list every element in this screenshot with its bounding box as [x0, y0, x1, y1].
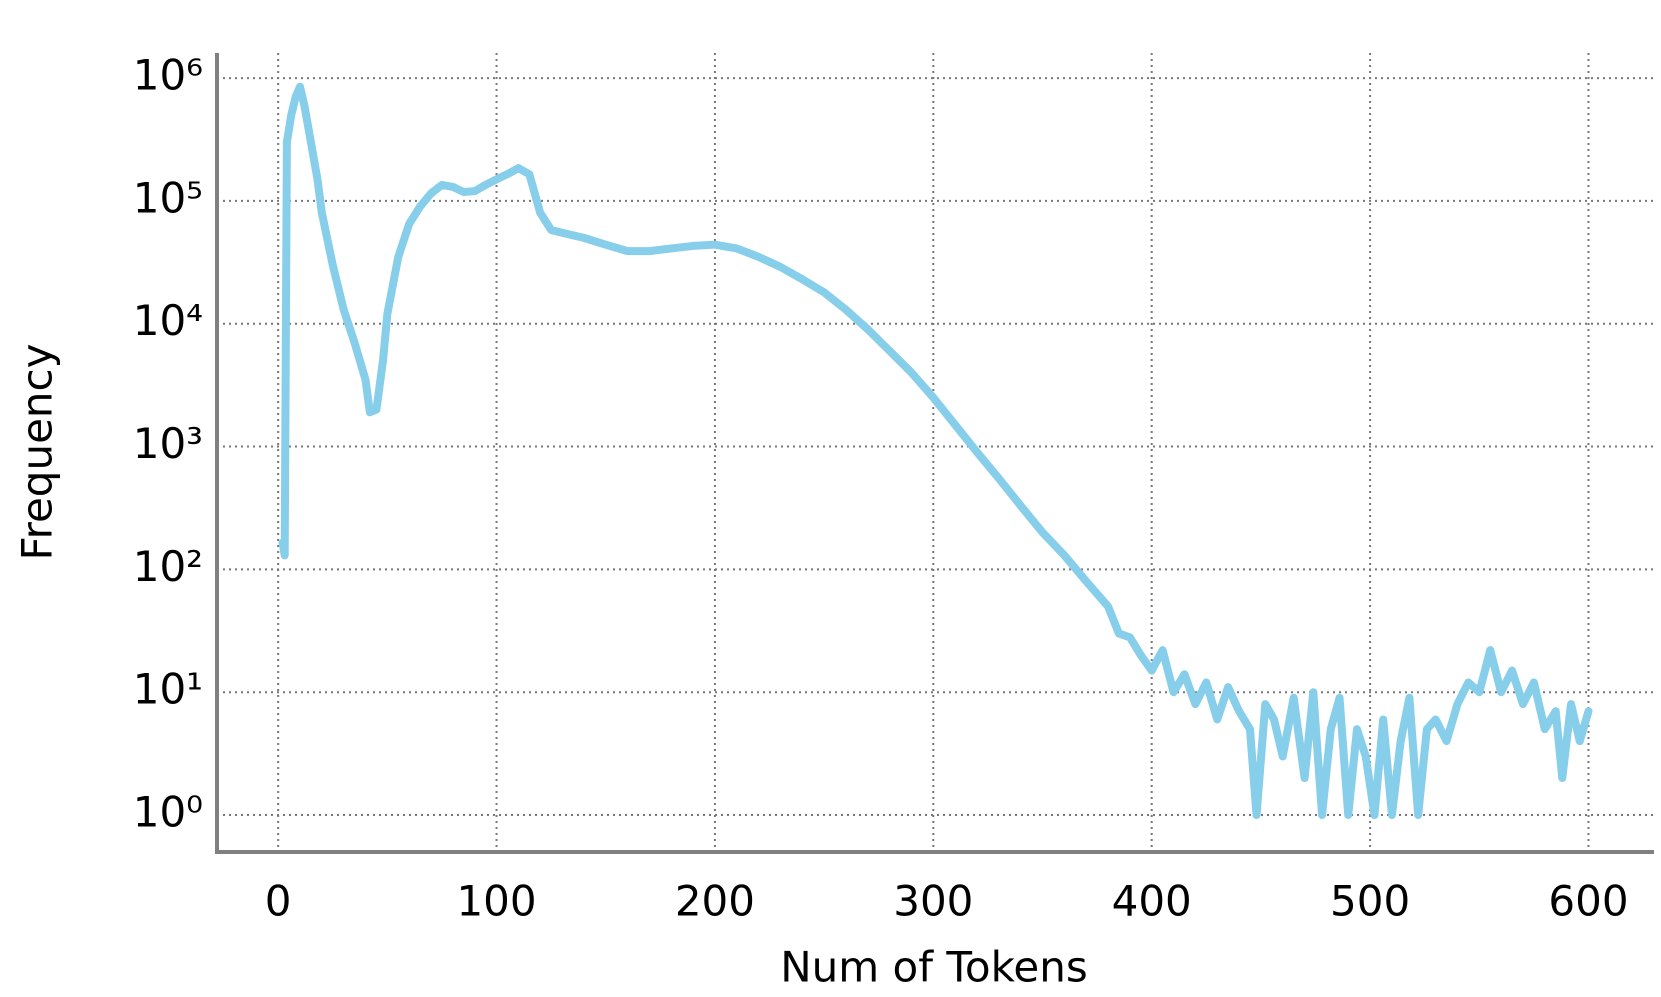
y-tick-label: 10⁵: [133, 173, 203, 222]
x-tick-label: 600: [1548, 877, 1628, 926]
x-axis-label: Num of Tokens: [780, 943, 1088, 992]
y-tick-label: 10⁰: [133, 788, 203, 837]
x-tick-label: 300: [893, 877, 973, 926]
y-tick-label: 10³: [133, 419, 203, 468]
y-axis-label: Frequency: [13, 344, 62, 561]
data-line: [278, 82, 1593, 820]
y-tick-label: 10¹: [133, 665, 203, 714]
y-tick-label: 10²: [133, 542, 203, 591]
x-tick-label: 100: [456, 877, 536, 926]
x-tick-label: 0: [265, 877, 292, 926]
y-tick-label: 10⁶: [133, 51, 203, 100]
x-tick-label: 200: [675, 877, 755, 926]
x-tick-label: 400: [1112, 877, 1192, 926]
x-tick-label: 500: [1330, 877, 1410, 926]
y-tick-label: 10⁴: [133, 296, 203, 345]
